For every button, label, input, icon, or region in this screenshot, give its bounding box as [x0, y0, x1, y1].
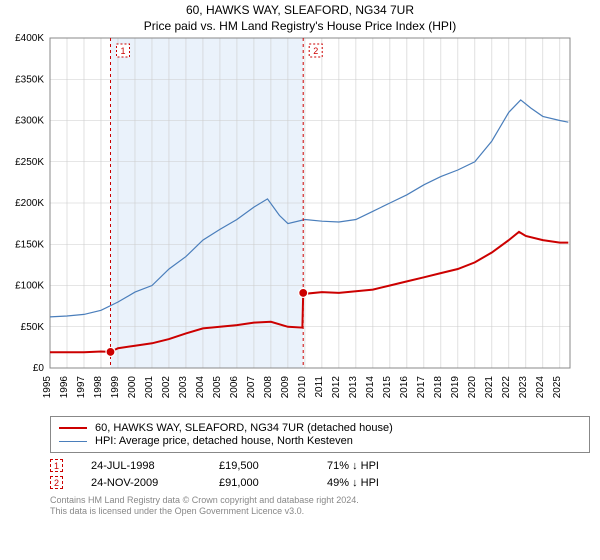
- x-tick-label: 2001: [144, 376, 155, 399]
- legend: 60, HAWKS WAY, SLEAFORD, NG34 7UR (detac…: [50, 416, 590, 453]
- footer: Contains HM Land Registry data © Crown c…: [0, 493, 600, 522]
- legend-item-hpi: HPI: Average price, detached house, Nort…: [59, 435, 581, 447]
- price-chart: 60, HAWKS WAY, SLEAFORD, NG34 7UR Price p…: [0, 0, 600, 410]
- x-tick-label: 2012: [331, 376, 342, 399]
- x-tick-label: 2006: [229, 376, 240, 399]
- sale-marker-dot: [106, 347, 115, 356]
- x-tick-label: 2016: [399, 376, 410, 399]
- footer-line-2: This data is licensed under the Open Gov…: [50, 506, 590, 517]
- x-tick-label: 2022: [501, 376, 512, 399]
- x-tick-label: 2004: [195, 376, 206, 399]
- x-tick-label: 1999: [110, 376, 121, 399]
- x-tick-label: 2021: [484, 376, 495, 399]
- x-tick-label: 2024: [535, 376, 546, 399]
- x-tick-label: 2011: [314, 376, 325, 398]
- y-tick-label: £0: [33, 363, 45, 374]
- x-tick-label: 2015: [382, 376, 393, 399]
- sale-hpi-2: 49% ↓ HPI: [327, 477, 427, 489]
- footer-line-1: Contains HM Land Registry data © Crown c…: [50, 495, 590, 506]
- y-tick-label: £100K: [15, 281, 44, 292]
- x-tick-label: 2023: [518, 376, 529, 399]
- x-tick-label: 2013: [348, 376, 359, 399]
- y-tick-label: £300K: [15, 116, 44, 127]
- legend-swatch-hpi: [59, 441, 87, 442]
- x-tick-label: 2014: [365, 376, 376, 399]
- chart-root: { "title_line1": "60, HAWKS WAY, SLEAFOR…: [0, 0, 600, 560]
- sale-row-1: 1 24-JUL-1998 £19,500 71% ↓ HPI: [50, 459, 590, 472]
- legend-item-property: 60, HAWKS WAY, SLEAFORD, NG34 7UR (detac…: [59, 422, 581, 434]
- x-tick-label: 2009: [280, 376, 291, 399]
- y-tick-label: £150K: [15, 239, 44, 250]
- x-tick-label: 2025: [552, 376, 563, 399]
- sale-marker-1: 1: [50, 459, 63, 472]
- sale-price-2: £91,000: [219, 477, 299, 489]
- x-tick-label: 1998: [93, 376, 104, 399]
- chart-title-2: Price paid vs. HM Land Registry's House …: [144, 19, 456, 33]
- x-tick-label: 2002: [161, 376, 172, 399]
- x-tick-label: 1997: [76, 376, 87, 399]
- sale-marker-number: 1: [120, 46, 125, 56]
- x-tick-label: 1995: [42, 376, 53, 399]
- y-tick-label: £400K: [15, 33, 44, 44]
- legend-label-property: 60, HAWKS WAY, SLEAFORD, NG34 7UR (detac…: [95, 422, 393, 434]
- sales-table: 1 24-JUL-1998 £19,500 71% ↓ HPI 2 24-NOV…: [50, 459, 590, 489]
- sale-date-1: 24-JUL-1998: [91, 460, 191, 472]
- sale-row-2: 2 24-NOV-2009 £91,000 49% ↓ HPI: [50, 476, 590, 489]
- sale-marker-dot: [299, 288, 308, 297]
- y-tick-label: £350K: [15, 74, 44, 85]
- x-tick-label: 2010: [297, 376, 308, 399]
- legend-swatch-property: [59, 427, 87, 429]
- y-tick-label: £200K: [15, 198, 44, 209]
- x-tick-label: 2020: [467, 376, 478, 399]
- x-tick-label: 1996: [59, 376, 70, 399]
- x-tick-label: 2007: [246, 376, 257, 399]
- sale-hpi-1: 71% ↓ HPI: [327, 460, 427, 472]
- legend-label-hpi: HPI: Average price, detached house, Nort…: [95, 435, 353, 447]
- x-tick-label: 2000: [127, 376, 138, 399]
- x-tick-label: 2018: [433, 376, 444, 399]
- sale-marker-2: 2: [50, 476, 63, 489]
- chart-title-1: 60, HAWKS WAY, SLEAFORD, NG34 7UR: [186, 3, 414, 17]
- y-tick-label: £50K: [21, 322, 45, 333]
- sale-price-1: £19,500: [219, 460, 299, 472]
- sale-marker-number: 2: [313, 46, 318, 56]
- x-tick-label: 2008: [263, 376, 274, 399]
- x-tick-label: 2005: [212, 376, 223, 399]
- x-tick-label: 2019: [450, 376, 461, 399]
- x-tick-label: 2017: [416, 376, 427, 399]
- y-tick-label: £250K: [15, 157, 44, 168]
- sale-date-2: 24-NOV-2009: [91, 477, 191, 489]
- x-tick-label: 2003: [178, 376, 189, 399]
